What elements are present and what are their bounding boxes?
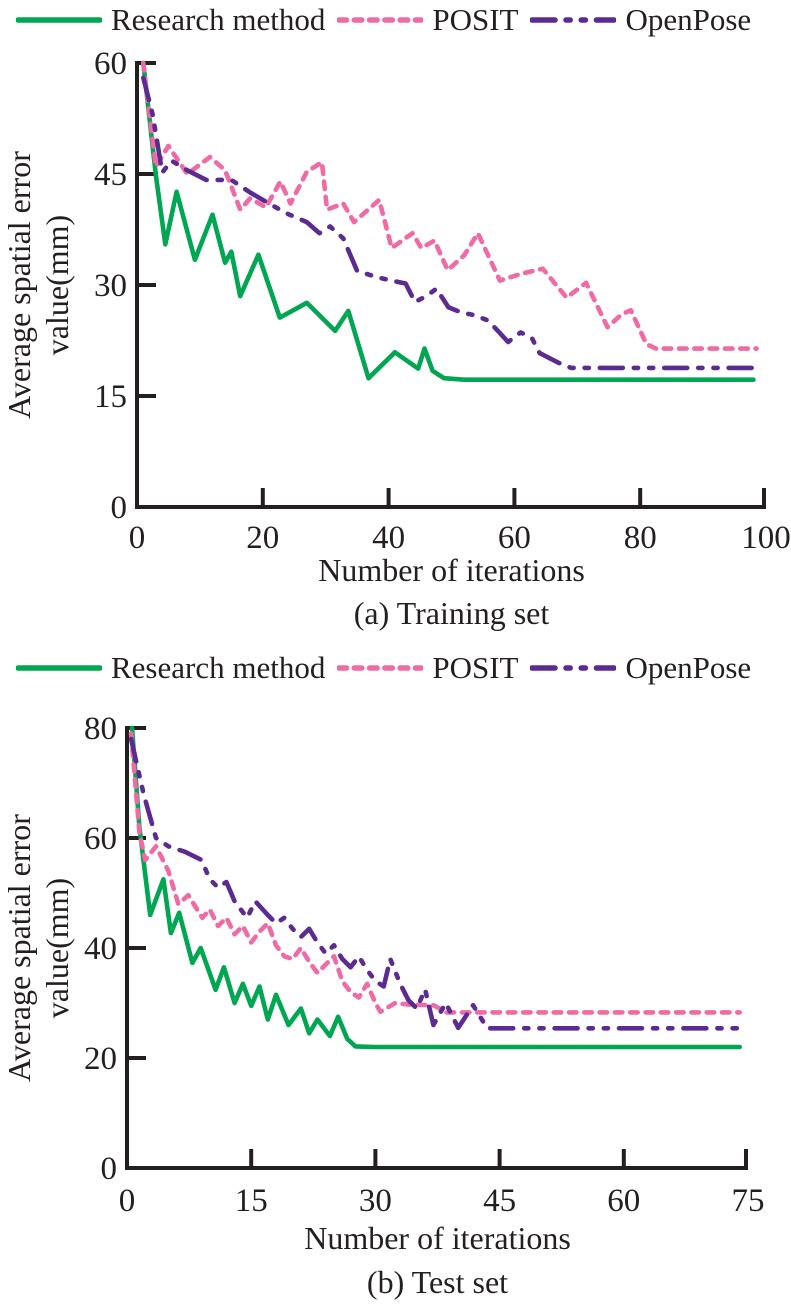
dash-dot-line-swatch [530,16,617,23]
x-tick-label: 100 [741,520,791,556]
y-axis-label-line-1: Average spatial error [1,151,37,419]
tick-labels: 0 20 40 60 80 0 15 30 45 60 75 [84,711,765,1219]
legend-label: POSIT [432,650,519,685]
series-posit-line [128,731,743,1015]
dash-dot-line-swatch [530,664,617,671]
y-tick-label: 60 [94,46,127,82]
y-axis-label-line-2: value(mm) [39,878,75,1018]
axes [135,61,766,509]
legend-item-openpose: OpenPose [530,652,751,683]
legend-training-set: Research method POSIT OpenPose [16,4,763,35]
x-tick-label: 45 [483,1183,516,1219]
x-tick-label: 75 [732,1183,765,1219]
chart-test-set: 0 20 40 60 80 0 15 30 45 60 75 Average spatial erro… [1,711,765,1300]
y-tick-label: 15 [94,379,127,415]
legend-item-posit: POSIT [337,652,518,683]
chart-training-set: 0 15 30 45 60 0 20 40 60 80 100 Average spatial err… [1,46,791,631]
axis-lines [135,61,766,509]
x-tick-label: 60 [498,520,531,556]
y-tick-label: 40 [84,931,117,967]
legend-test-set: Research method POSIT OpenPose [16,652,763,683]
x-tick-label: 80 [624,520,657,556]
chart-caption: (b) Test set [367,1264,508,1300]
legend-item-research-method: Research method [16,4,325,35]
y-tick-label: 80 [84,711,117,747]
x-tick-label: 60 [607,1183,640,1219]
x-tick-label: 20 [246,520,279,556]
y-tick-label: 60 [84,821,117,857]
solid-line-swatch [16,16,102,23]
dotted-line-swatch [337,16,424,23]
legend-label: Research method [111,2,326,37]
y-tick-label: 30 [94,268,127,304]
solid-line-swatch [16,664,102,671]
legend-label: OpenPose [625,650,752,685]
legend-label: Research method [111,650,326,685]
x-tick-label: 0 [119,1183,136,1219]
x-tick-label: 15 [235,1183,268,1219]
axis-lines [125,726,748,1170]
y-axis-label-line-1: Average spatial error [1,814,37,1082]
legend-item-posit: POSIT [337,4,518,35]
x-axis-label: Number of iterations [304,1220,571,1256]
x-tick-label: 0 [129,520,146,556]
legend-label: OpenPose [625,2,752,37]
legend-label: POSIT [432,2,519,37]
series-research-method-line [129,725,743,1050]
series-openpose-line [128,736,743,1031]
y-axis-label-line-2: value(mm) [39,215,75,355]
series-research-method-line [141,60,756,383]
x-tick-label: 30 [359,1183,392,1219]
tick-labels: 0 15 30 45 60 0 20 40 60 80 100 [94,46,791,556]
axes [125,726,748,1170]
legend-item-openpose: OpenPose [530,4,751,35]
y-tick-label: 45 [94,157,127,193]
series-posit-line [141,60,759,351]
y-tick-label: 0 [111,490,128,526]
dotted-line-swatch [337,664,424,671]
x-tick-label: 40 [372,520,405,556]
series-openpose-line [141,75,756,371]
legend-item-research-method: Research method [16,652,325,683]
y-tick-label: 20 [84,1041,117,1077]
y-tick-label: 0 [101,1151,118,1187]
x-axis-label: Number of iterations [318,552,585,588]
chart-caption: (a) Training set [354,595,550,631]
